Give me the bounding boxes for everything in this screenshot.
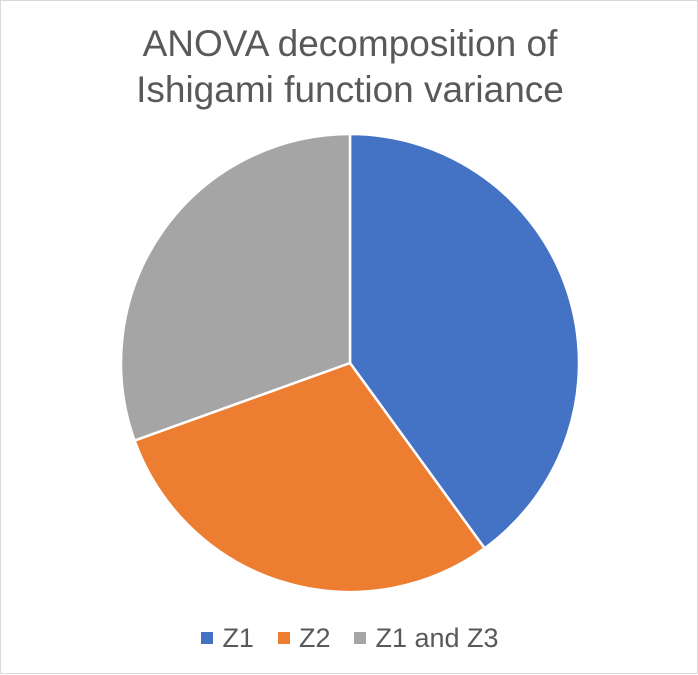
legend-swatch-z2: [277, 632, 290, 644]
chart-legend: Z1 Z2 Z1 and Z3: [1, 618, 698, 658]
pie-slices: [119, 132, 581, 594]
pie-slice-z1-and-z3: [119, 132, 352, 442]
chart-title-line-2: Ishigami function variance: [136, 69, 564, 110]
legend-item-z2: Z2: [277, 622, 331, 654]
legend-label-z2: Z2: [298, 622, 331, 653]
pie-slice-z1: [348, 132, 581, 550]
legend-swatch-z1: [201, 632, 214, 644]
chart-title-line-1: ANOVA decomposition of: [142, 23, 558, 64]
pie-slice-z2: [133, 361, 486, 594]
legend-label-z1-and-z3: Z1 and Z3: [375, 622, 499, 653]
legend-swatch-z1-and-z3: [354, 632, 367, 644]
legend-item-z1: Z1: [201, 623, 254, 654]
legend-item-z1-and-z3: Z1 and Z3: [354, 622, 499, 654]
chart-title: ANOVA decomposition of Ishigami function…: [1, 21, 698, 113]
legend-label-z1: Z1: [222, 622, 254, 653]
